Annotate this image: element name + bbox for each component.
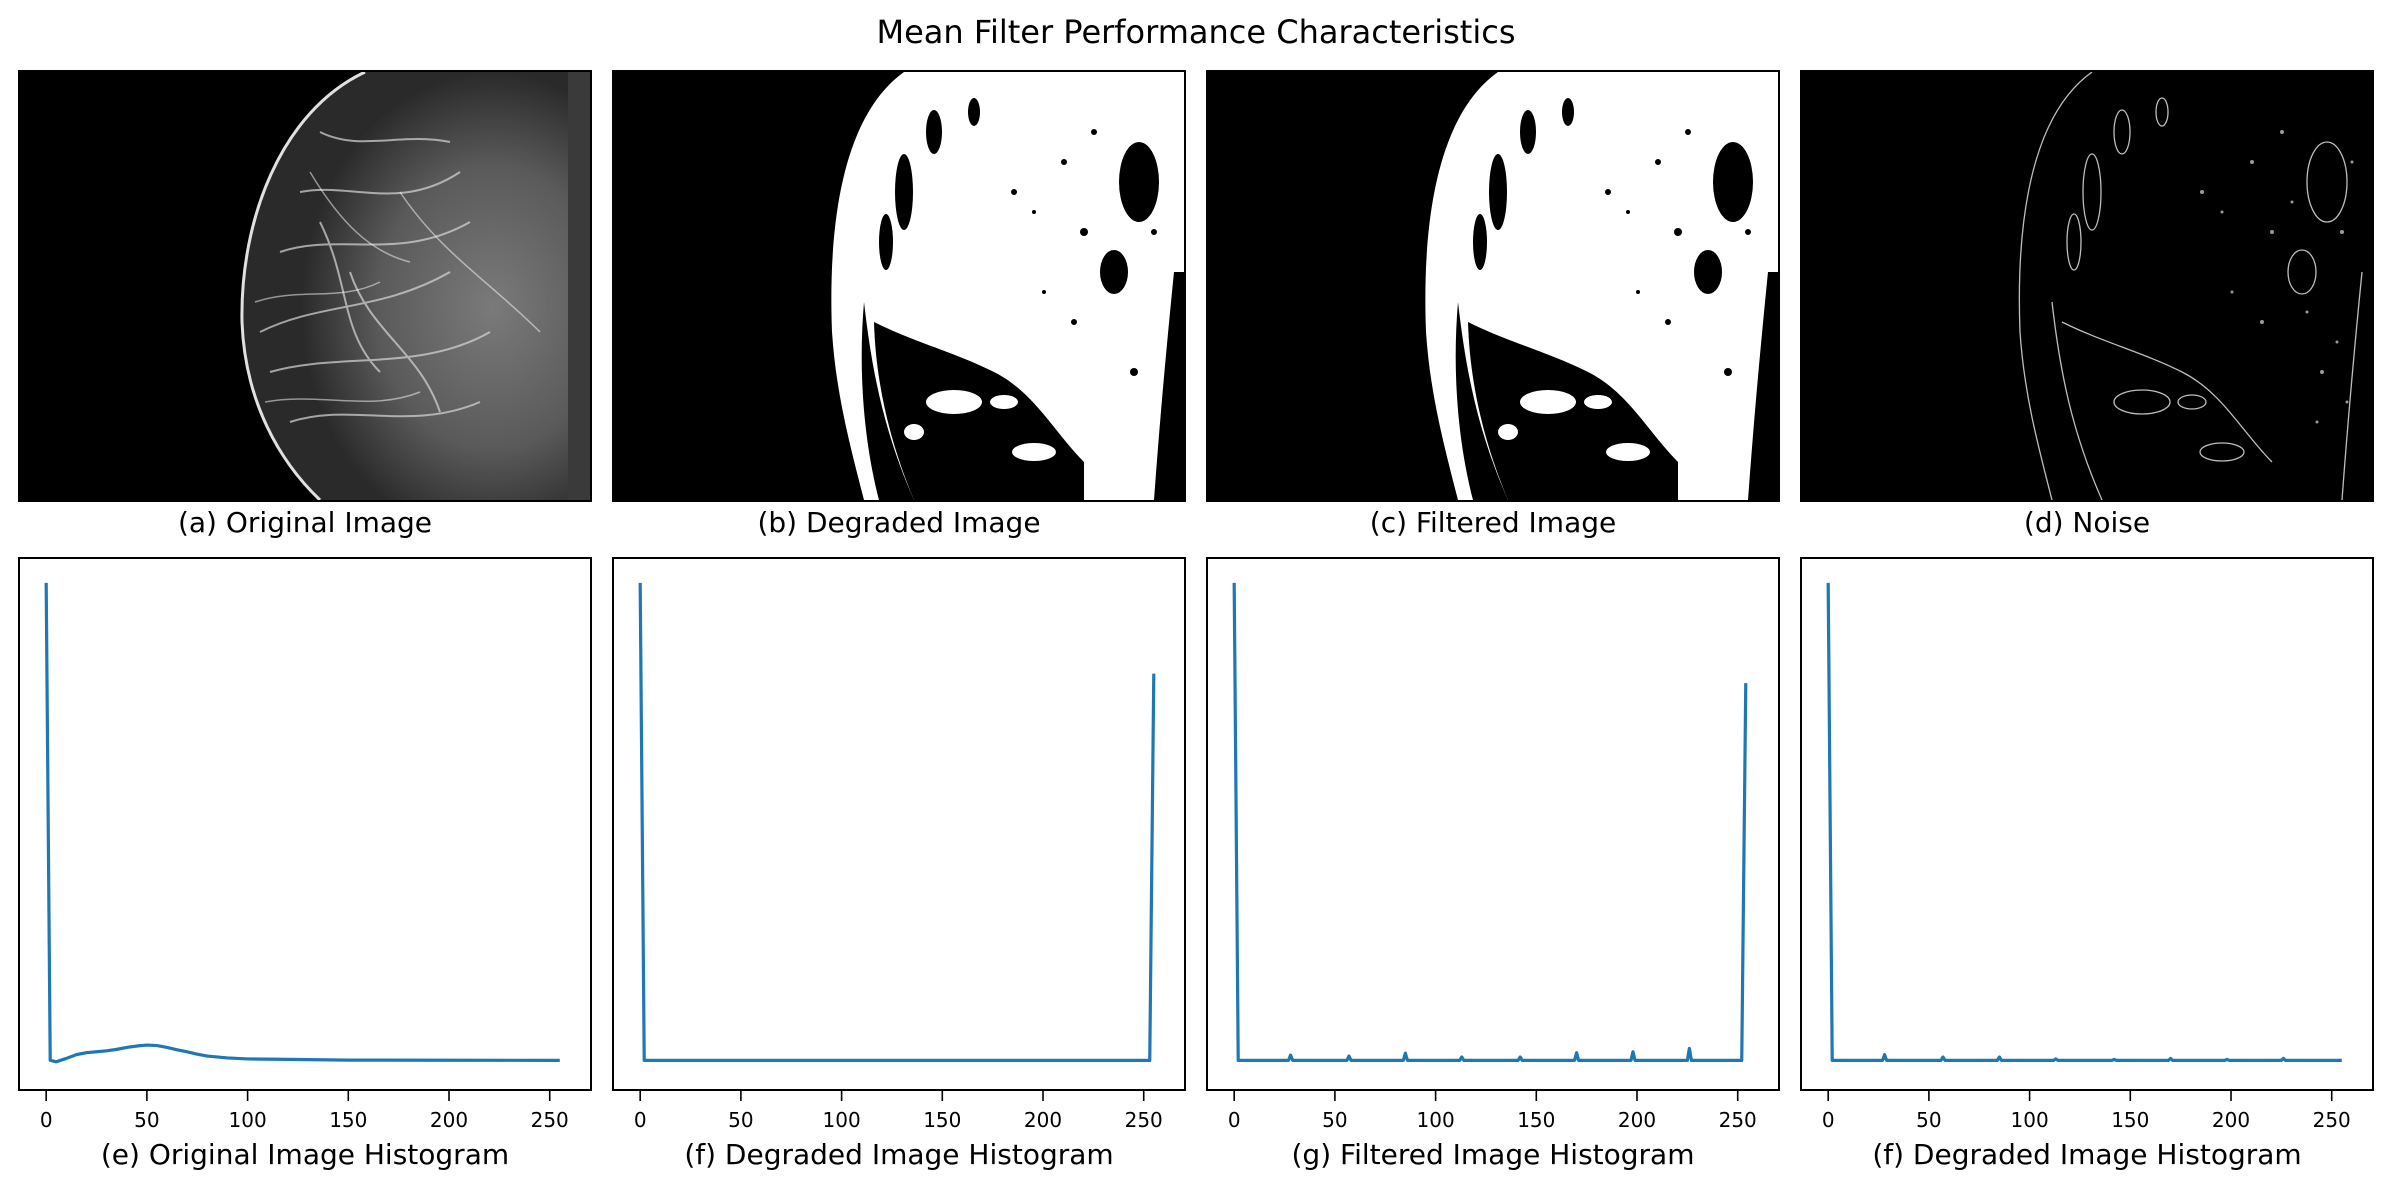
x-tick-label: 50 [134,1108,159,1132]
x-tick-label: 0 [1228,1108,1241,1132]
histogram-line [44,582,560,1064]
x-tick-label: 250 [2313,1108,2351,1132]
x-tick-label: 0 [634,1108,647,1132]
histogram-original: 0 50 100 150 200 250 [18,557,592,1132]
caption-degraded-image: (b) Degraded Image [757,506,1041,539]
x-tick-label: 150 [329,1108,367,1132]
x-tick-label: 100 [229,1108,267,1132]
caption-original-image: (a) Original Image [177,506,433,539]
histogram-filtered: 0 50 100 150 200 250 [1206,557,1780,1132]
x-tick-label: 100 [823,1108,861,1132]
x-tick-label: 200 [2212,1108,2250,1132]
caption-histogram-filtered: (g) Filtered Image Histogram [1291,1138,1695,1171]
filtered-binary-graphic [1208,72,1778,500]
caption-histogram-noise: (f) Degraded Image Histogram [1872,1138,2302,1171]
caption-filtered-image: (c) Filtered Image [1369,506,1617,539]
histogram-line [1826,582,2342,1062]
original-mammogram-graphic [20,72,590,500]
noise-edge-graphic [1802,72,2372,500]
x-tick-label: 50 [728,1108,753,1132]
x-tick-label: 100 [2011,1108,2049,1132]
x-tick-label: 150 [923,1108,961,1132]
histogram-noise: 0 50 100 150 200 250 [1800,557,2374,1132]
histogram-degraded: 0 50 100 150 200 250 [612,557,1186,1132]
degraded-image [612,70,1186,502]
figure-title: Mean Filter Performance Characteristics [876,13,1516,51]
histogram-line [1232,582,1748,1062]
x-tick-label: 150 [1517,1108,1555,1132]
x-tick-label: 100 [1417,1108,1455,1132]
x-tick-label: 250 [1719,1108,1757,1132]
x-tick-label: 200 [1024,1108,1062,1132]
caption-histogram-degraded: (f) Degraded Image Histogram [684,1138,1114,1171]
degraded-binary-graphic [614,72,1184,500]
x-tick-label: 0 [40,1108,53,1132]
x-tick-label: 250 [531,1108,569,1132]
caption-histogram-original: (e) Original Image Histogram [100,1138,510,1171]
filtered-image [1206,70,1780,502]
x-tick-label: 200 [430,1108,468,1132]
x-tick-label: 200 [1618,1108,1656,1132]
original-image [18,70,592,502]
x-tick-label: 150 [2111,1108,2149,1132]
x-tick-label: 0 [1822,1108,1835,1132]
caption-noise: (d) Noise [2023,506,2151,539]
histogram-line [638,582,1156,1062]
x-tick-label: 50 [1916,1108,1941,1132]
noise-image [1800,70,2374,502]
x-tick-label: 250 [1125,1108,1163,1132]
x-tick-label: 50 [1322,1108,1347,1132]
